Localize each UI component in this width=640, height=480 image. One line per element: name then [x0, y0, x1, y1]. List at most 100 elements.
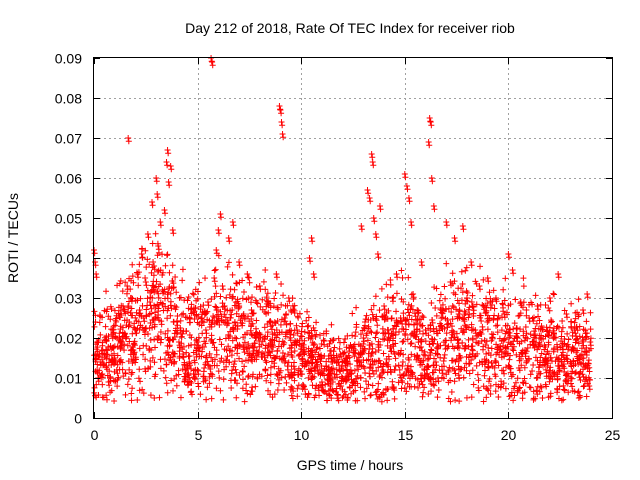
data-point	[553, 325, 560, 332]
data-point	[401, 171, 408, 177]
data-point	[360, 338, 367, 345]
data-point	[349, 382, 356, 389]
data-point	[208, 332, 215, 339]
data-point	[545, 331, 552, 338]
data-point	[546, 307, 553, 314]
data-point	[286, 334, 293, 341]
data-point	[456, 308, 463, 315]
data-point	[404, 336, 411, 343]
data-point	[180, 310, 187, 317]
data-point	[442, 295, 449, 302]
data-point	[431, 355, 438, 362]
data-point	[147, 392, 154, 399]
data-point	[248, 299, 254, 306]
data-point	[243, 381, 250, 388]
data-point	[200, 368, 207, 375]
data-point	[198, 315, 205, 322]
x-tick-label: 20	[501, 427, 517, 443]
data-point	[577, 377, 584, 384]
data-point	[554, 346, 561, 353]
data-point	[327, 337, 334, 344]
data-point	[440, 357, 447, 364]
data-point	[326, 392, 333, 399]
data-point	[174, 322, 181, 329]
data-point	[256, 343, 263, 350]
data-point	[131, 342, 138, 349]
data-point	[405, 274, 412, 281]
data-point	[427, 119, 434, 125]
data-point	[435, 378, 442, 385]
data-point	[229, 293, 236, 300]
data-point	[93, 381, 100, 388]
data-point	[234, 298, 241, 305]
data-point	[115, 311, 122, 317]
data-point	[530, 342, 537, 349]
data-point	[550, 290, 557, 297]
data-point	[359, 327, 366, 334]
data-point	[357, 375, 364, 382]
data-point	[453, 356, 460, 363]
data-point	[124, 283, 131, 289]
data-point	[352, 397, 359, 404]
data-point	[244, 271, 251, 277]
data-point	[330, 354, 337, 361]
data-point	[574, 309, 581, 316]
data-point	[249, 310, 256, 317]
data-point	[581, 364, 588, 371]
data-point	[305, 390, 312, 397]
data-point	[477, 286, 484, 293]
data-point	[526, 315, 533, 321]
data-point	[164, 327, 171, 334]
data-point	[245, 313, 252, 320]
data-point	[229, 219, 236, 225]
data-point	[184, 379, 191, 385]
data-point	[187, 378, 194, 385]
data-point	[185, 294, 192, 301]
data-point	[425, 363, 432, 370]
data-point	[547, 354, 554, 361]
data-point	[499, 300, 506, 307]
data-point	[213, 250, 220, 257]
data-point	[164, 147, 171, 153]
data-point	[206, 380, 213, 387]
data-point	[378, 398, 385, 405]
data-point	[451, 235, 458, 241]
data-point	[380, 350, 387, 357]
data-point	[492, 381, 499, 388]
data-point	[548, 357, 555, 364]
data-point	[331, 374, 338, 381]
data-point	[369, 311, 376, 318]
data-point	[481, 372, 488, 379]
data-point	[398, 267, 405, 274]
data-point	[270, 303, 277, 310]
data-point	[515, 312, 522, 319]
data-point	[456, 300, 463, 307]
data-point	[96, 319, 103, 326]
data-point	[264, 372, 271, 379]
data-point	[405, 321, 412, 328]
data-point	[507, 332, 514, 339]
data-point	[542, 355, 549, 361]
data-point	[408, 351, 415, 358]
data-point	[137, 378, 144, 385]
data-point	[528, 299, 535, 306]
data-point	[375, 380, 382, 387]
data-point	[196, 279, 203, 286]
data-point	[290, 331, 297, 338]
data-point	[428, 347, 435, 354]
data-point	[581, 348, 588, 355]
data-point	[119, 359, 126, 366]
data-point	[202, 361, 209, 368]
data-point	[558, 328, 565, 335]
data-point	[534, 303, 541, 309]
data-point	[374, 322, 381, 329]
data-point	[480, 276, 487, 283]
data-point	[206, 317, 213, 324]
data-point	[400, 351, 407, 358]
data-point	[191, 374, 198, 381]
data-point	[350, 388, 357, 395]
data-point	[395, 379, 402, 386]
data-point	[349, 310, 356, 317]
data-point	[399, 274, 406, 281]
data-point	[576, 374, 583, 381]
